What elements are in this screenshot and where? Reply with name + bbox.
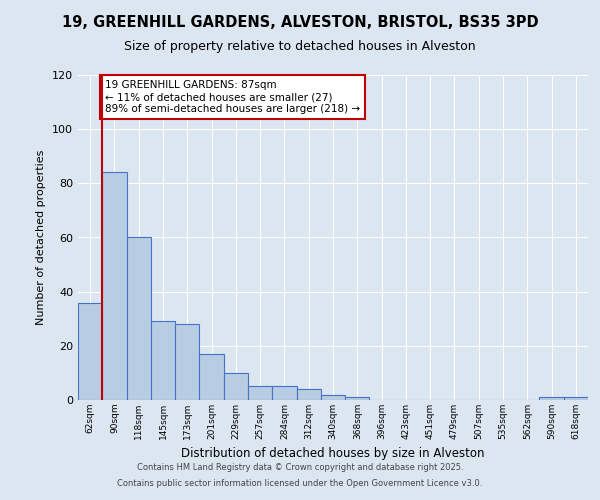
Text: Contains public sector information licensed under the Open Government Licence v3: Contains public sector information licen… [118, 478, 482, 488]
Bar [175, 324, 199, 400]
Bar [224, 373, 248, 400]
Bar [564, 398, 588, 400]
Text: 19 GREENHILL GARDENS: 87sqm
← 11% of detached houses are smaller (27)
89% of sem: 19 GREENHILL GARDENS: 87sqm ← 11% of det… [105, 80, 360, 114]
Text: Size of property relative to detached houses in Alveston: Size of property relative to detached ho… [124, 40, 476, 53]
Bar [248, 386, 272, 400]
Y-axis label: Number of detached properties: Number of detached properties [37, 150, 46, 325]
Bar [199, 354, 224, 400]
Bar [151, 322, 175, 400]
Bar [102, 172, 127, 400]
Bar [345, 398, 370, 400]
X-axis label: Distribution of detached houses by size in Alveston: Distribution of detached houses by size … [181, 448, 485, 460]
Bar [127, 238, 151, 400]
Bar [296, 389, 321, 400]
Text: 19, GREENHILL GARDENS, ALVESTON, BRISTOL, BS35 3PD: 19, GREENHILL GARDENS, ALVESTON, BRISTOL… [62, 15, 538, 30]
Bar [539, 398, 564, 400]
Bar [272, 386, 296, 400]
Bar [78, 302, 102, 400]
Text: Contains HM Land Registry data © Crown copyright and database right 2025.: Contains HM Land Registry data © Crown c… [137, 464, 463, 472]
Bar [321, 394, 345, 400]
